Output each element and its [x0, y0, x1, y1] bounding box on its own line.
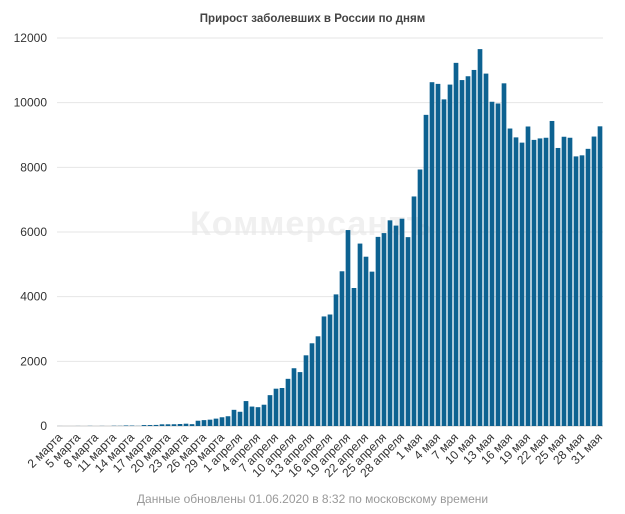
bar: [165, 424, 171, 426]
bar: [255, 407, 261, 426]
bar: [429, 82, 435, 426]
bar: [249, 406, 255, 426]
bar: [345, 230, 351, 426]
bar: [543, 137, 549, 426]
bar: [495, 103, 501, 426]
y-tick-label: 0: [40, 419, 47, 433]
y-axis-labels: 0 2000 4000 6000 8000 10000 12000: [14, 31, 48, 433]
bar: [213, 418, 219, 426]
bar: [465, 76, 471, 426]
bar: [183, 423, 189, 426]
bar: [171, 424, 177, 426]
bar: [489, 101, 495, 426]
bar: [261, 404, 267, 426]
y-tick-label: 8000: [20, 160, 47, 174]
bar: [141, 425, 147, 426]
bar: [195, 420, 201, 426]
bar: [411, 196, 417, 426]
bar: [597, 126, 603, 426]
bar: [309, 343, 315, 426]
bar: [447, 84, 453, 426]
bar: [399, 218, 405, 426]
bar: [549, 120, 555, 426]
bar: [315, 336, 321, 426]
bar: [561, 136, 567, 426]
bar: [339, 271, 345, 426]
bar: [573, 156, 579, 426]
bar: [375, 236, 381, 426]
bar: [297, 372, 303, 426]
update-footnote: Данные обновлены 01.06.2020 в 8:32 по мо…: [136, 492, 489, 506]
bar: [159, 424, 165, 426]
bar: [531, 139, 537, 426]
bar: [507, 128, 513, 426]
bar: [393, 225, 399, 426]
bar: [243, 401, 249, 426]
y-tick-label: 10000: [14, 96, 48, 110]
bar: [363, 256, 369, 426]
bar: [405, 237, 411, 426]
y-tick-label: 6000: [20, 225, 47, 239]
bar: [591, 136, 597, 427]
bar: [303, 355, 309, 426]
chart-title: Прирост заболевших в России по дням: [199, 13, 426, 25]
bar: [537, 138, 543, 426]
bar: [291, 368, 297, 426]
bar: [471, 69, 477, 426]
y-tick-label: 2000: [20, 354, 47, 368]
bar: [453, 62, 459, 427]
bar: [519, 142, 525, 426]
bar: [357, 243, 363, 426]
bar: [147, 425, 153, 426]
bars: [57, 49, 603, 427]
bar: [525, 126, 531, 426]
bar: [417, 169, 423, 426]
bar: [219, 417, 225, 426]
bar: [327, 314, 333, 426]
bar: [435, 83, 441, 426]
bar: [123, 425, 129, 426]
bar: [333, 294, 339, 426]
y-tick-label: 12000: [14, 31, 48, 45]
bar: [321, 316, 327, 426]
bar: [273, 388, 279, 426]
bar: [381, 233, 387, 426]
bar: [201, 420, 207, 426]
bar: [387, 220, 393, 426]
bar: [441, 99, 447, 427]
bar: [477, 49, 483, 427]
bar: [207, 419, 213, 426]
bar: [501, 83, 507, 426]
y-tick-label: 4000: [20, 290, 47, 304]
bar: [567, 137, 573, 426]
bar: [189, 424, 195, 426]
bar: [177, 424, 183, 426]
bar: [579, 155, 585, 426]
bar: [231, 409, 237, 426]
bar: [585, 148, 591, 426]
bar: [459, 80, 465, 426]
bar: [555, 147, 561, 426]
bar: [369, 271, 375, 426]
bar: [267, 395, 273, 426]
bar: [285, 378, 291, 426]
bar: [237, 411, 243, 426]
bar: [279, 388, 285, 426]
bar: [483, 73, 489, 426]
bar: [351, 288, 357, 426]
bar: [513, 137, 519, 426]
bar: [423, 114, 429, 427]
bar: [153, 424, 159, 426]
bar: [225, 416, 231, 426]
